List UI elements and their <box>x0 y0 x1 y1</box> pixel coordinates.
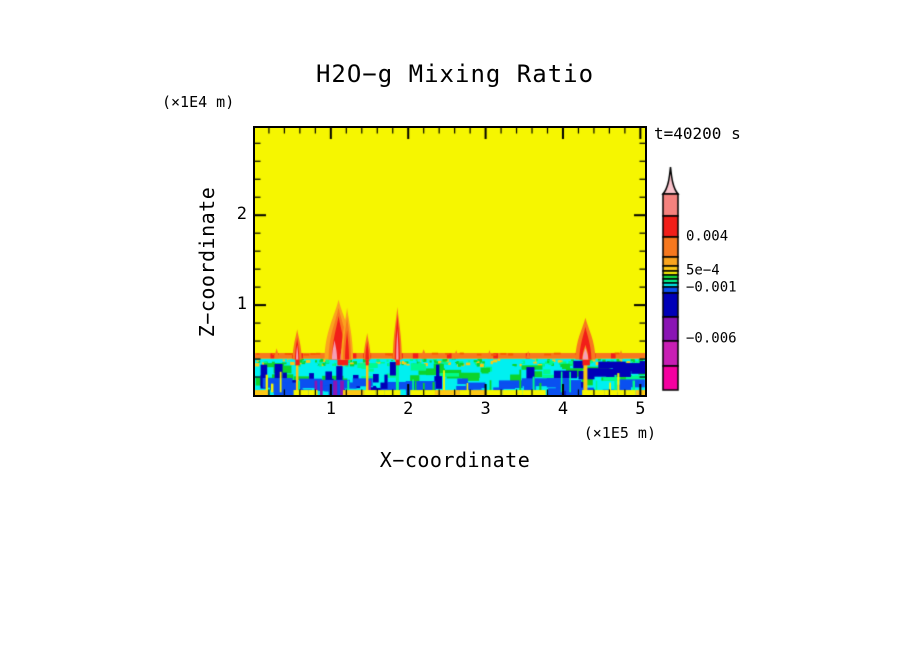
colorbar-tick-label: 5e−4 <box>686 262 720 279</box>
x-tick-label: 3 <box>480 399 491 419</box>
x-axis-title: X−coordinate <box>379 448 531 472</box>
x-tick-label: 4 <box>557 399 569 419</box>
y-axis-unit-label: (×1E4 m) <box>162 93 235 111</box>
y-tick-label: 1 <box>236 294 247 315</box>
heatmap-canvas <box>255 128 645 395</box>
y-tick-label: 2 <box>236 204 247 225</box>
plot-area <box>253 126 647 397</box>
y-axis-title: Z−coordinate <box>195 186 219 338</box>
colorbar-tick-label: −0.001 <box>686 279 737 296</box>
time-label: t=40200 s <box>654 124 741 143</box>
x-tick-label: 2 <box>403 399 414 419</box>
colorbar-tick-label: −0.006 <box>686 330 737 347</box>
x-tick-label: 1 <box>325 399 336 419</box>
chart-title: H2O−g Mixing Ratio <box>315 60 595 88</box>
colorbar-tick-label: 0.004 <box>686 228 729 245</box>
colorbar <box>660 164 684 396</box>
x-tick-label: 5 <box>635 399 646 419</box>
x-axis-unit-label: (×1E5 m) <box>583 424 656 442</box>
